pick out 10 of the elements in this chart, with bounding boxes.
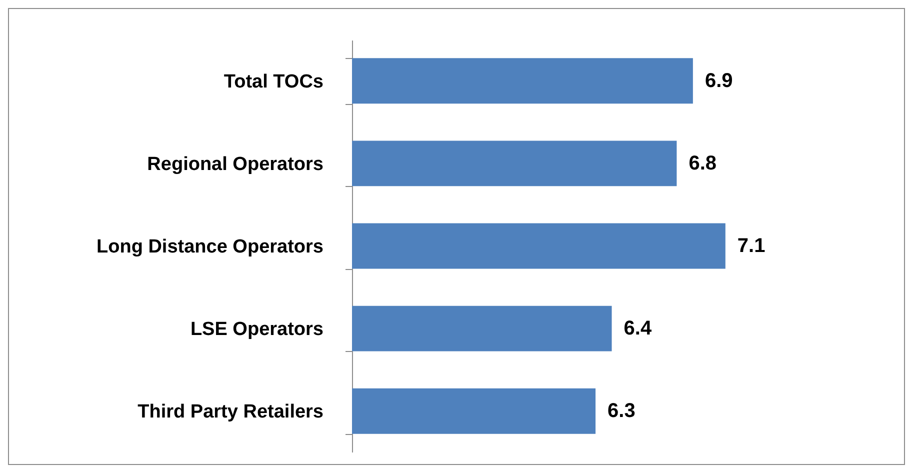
data-label: 6.4	[624, 318, 652, 340]
y-tick-label: Total TOCs	[224, 71, 324, 92]
data-label: 6.3	[608, 400, 636, 422]
y-tick-label: Regional Operators	[147, 154, 324, 175]
data-label: 6.9	[704, 70, 733, 92]
y-tick-label: Third Party Retailers	[138, 402, 324, 423]
data-label: 7.1	[737, 235, 766, 257]
data-label: 6.8	[688, 152, 717, 174]
y-tick-label: LSE Operators	[190, 319, 324, 340]
y-tick-label: Long Distance Operators	[96, 236, 324, 258]
